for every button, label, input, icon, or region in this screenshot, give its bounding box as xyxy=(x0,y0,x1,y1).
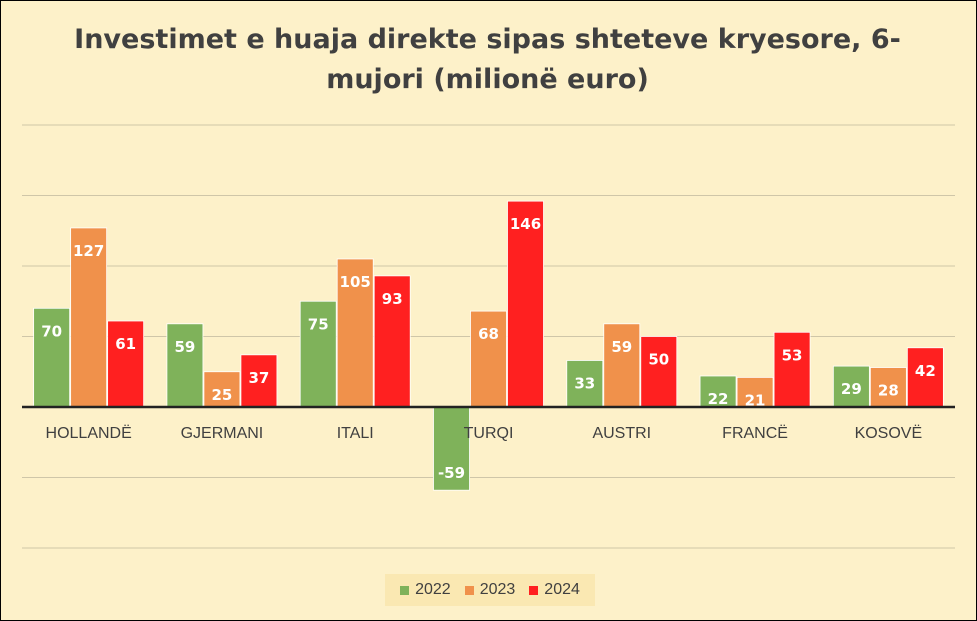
data-label: 21 xyxy=(745,391,766,409)
data-label: 146 xyxy=(510,215,541,233)
legend-label-2024: 2024 xyxy=(544,581,580,598)
legend-swatch-2023 xyxy=(464,585,474,595)
bar-2024-6 xyxy=(906,347,944,408)
data-label: 33 xyxy=(574,374,595,392)
data-label: 37 xyxy=(248,369,269,387)
data-label: 22 xyxy=(708,390,729,408)
category-label: ITALI xyxy=(337,425,374,442)
bar-2023-0 xyxy=(70,227,108,408)
data-label: 53 xyxy=(782,346,803,364)
bar-2024-2 xyxy=(373,275,411,408)
legend-item-2022: 2022 xyxy=(400,581,451,599)
bar-2024-3 xyxy=(507,200,544,408)
data-label: 50 xyxy=(648,351,669,369)
data-label: 29 xyxy=(841,380,862,398)
category-label: KOSOVË xyxy=(855,424,923,442)
chart-title: Investimet e huaja direkte sipas shtetev… xyxy=(74,24,901,95)
bar-2023-6 xyxy=(869,367,907,408)
data-label: 68 xyxy=(478,325,499,343)
bar-2022-0 xyxy=(33,307,71,408)
data-label: 28 xyxy=(878,382,899,400)
category-label: FRANCË xyxy=(722,424,788,442)
legend-swatch-2022 xyxy=(400,585,410,595)
data-label: 70 xyxy=(41,322,62,340)
bar-2023-4 xyxy=(603,323,641,408)
legend-item-2023: 2023 xyxy=(464,581,516,599)
legend: 2022 2023 2024 xyxy=(385,574,595,606)
bar-2024-0 xyxy=(107,320,145,408)
data-label: 105 xyxy=(340,273,371,291)
bar-2023-3 xyxy=(470,310,507,408)
category-label: TURQI xyxy=(464,425,514,442)
bar-2023-1 xyxy=(203,371,241,408)
data-label: 42 xyxy=(915,362,936,380)
data-label: 75 xyxy=(308,315,329,333)
bar-2022-6 xyxy=(832,365,870,408)
data-label: 93 xyxy=(382,290,403,308)
data-label: 61 xyxy=(115,335,136,353)
category-label: HOLLANDË xyxy=(46,424,132,442)
legend-swatch-2024 xyxy=(529,585,539,595)
bar-2023-2 xyxy=(336,258,374,408)
legend-label-2022: 2022 xyxy=(415,581,451,598)
category-label: AUSTRI xyxy=(592,425,651,442)
bar-2022-4 xyxy=(566,360,604,408)
data-label: 59 xyxy=(611,338,632,356)
bar-2022-1 xyxy=(166,323,204,408)
data-label: 127 xyxy=(73,242,104,260)
legend-label-2023: 2023 xyxy=(479,581,516,598)
bar-2024-5 xyxy=(773,331,811,408)
category-label: GJERMANI xyxy=(181,425,264,442)
data-label: -59 xyxy=(438,464,465,482)
legend-item-2024: 2024 xyxy=(529,581,580,599)
data-label: 59 xyxy=(174,338,195,356)
bar-2024-4 xyxy=(640,336,678,408)
data-label: 25 xyxy=(211,386,232,404)
